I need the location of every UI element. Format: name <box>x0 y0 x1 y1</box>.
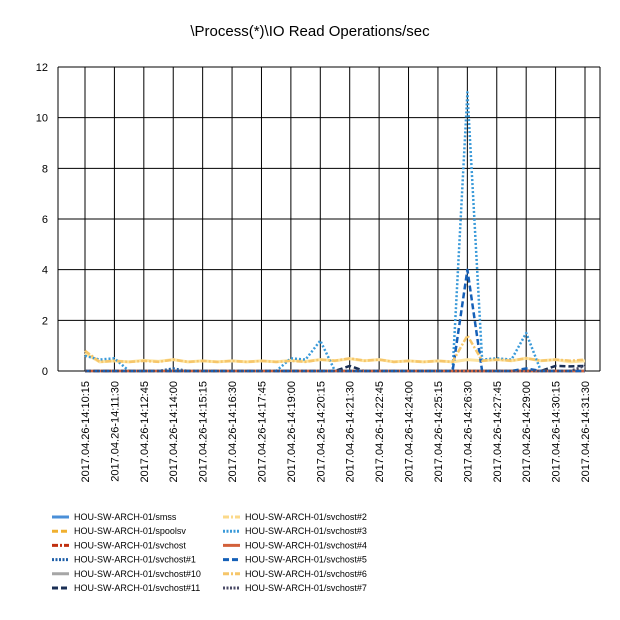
x-tick-label: 2017.04.26-14:25:15 <box>433 381 445 483</box>
series-line-10 <box>84 334 586 364</box>
x-tick-label: 2017.04.26-14:26:30 <box>462 381 474 483</box>
legend-label: HOU-SW-ARCH-01/svchost#10 <box>74 569 201 579</box>
legend-label: HOU-SW-ARCH-01/svchost#1 <box>74 555 196 565</box>
legend-label: HOU-SW-ARCH-01/svchost <box>74 540 186 550</box>
x-tick-label: 2017.04.26-14:24:00 <box>404 381 416 483</box>
legend-label: HOU-SW-ARCH-01/spoolsv <box>74 526 186 536</box>
legend-label: HOU-SW-ARCH-01/svchost#3 <box>245 526 367 536</box>
x-tick-label: 2017.04.26-14:16:30 <box>227 381 239 483</box>
x-tick-label: 2017.04.26-14:31:30 <box>580 381 592 483</box>
x-tick-label: 2017.04.26-14:29:00 <box>521 381 533 483</box>
x-tick-label: 2017.04.26-14:30:15 <box>551 381 563 483</box>
series-line-9 <box>85 268 585 373</box>
series-line-7 <box>84 91 585 373</box>
series-line-11 <box>85 364 586 373</box>
x-tick-label: 2017.04.26-14:21:30 <box>345 381 357 483</box>
y-tick-label: 12 <box>36 62 48 74</box>
x-tick-label: 2017.04.26-14:12:45 <box>139 381 151 483</box>
chart-title: \Process(*)\IO Read Operations/sec <box>190 23 430 40</box>
x-tick-label: 2017.04.26-14:19:00 <box>286 381 298 483</box>
grid <box>57 66 601 372</box>
x-tick-label: 2017.04.26-14:17:45 <box>256 381 268 483</box>
legend-label: HOU-SW-ARCH-01/svchost#5 <box>245 555 367 565</box>
legend-label: HOU-SW-ARCH-01/svchost#2 <box>245 512 367 522</box>
x-tick-label: 2017.04.26-14:22:45 <box>374 381 386 483</box>
x-tick-label: 2017.04.26-14:20:15 <box>315 381 327 483</box>
legend-label: HOU-SW-ARCH-01/svchost#7 <box>245 583 367 593</box>
series-lines <box>84 91 586 373</box>
legend-label: HOU-SW-ARCH-01/svchost#4 <box>245 540 367 550</box>
x-tick-label: 2017.04.26-14:14:00 <box>168 381 180 483</box>
y-tick-label: 4 <box>42 265 48 277</box>
y-tick-label: 10 <box>36 113 48 125</box>
y-tick-label: 8 <box>42 163 48 175</box>
y-tick-label: 2 <box>42 315 48 327</box>
y-tick-label: 6 <box>42 214 48 226</box>
x-tick-label: 2017.04.26-14:27:45 <box>492 381 504 483</box>
legend-label: HOU-SW-ARCH-01/svchost#6 <box>245 569 367 579</box>
legend-label: HOU-SW-ARCH-01/svchost#11 <box>74 583 200 593</box>
x-tick-label: 2017.04.26-14:11:30 <box>109 381 121 482</box>
axes: 0 2 4 6 8 10 12 2017.04.26-14:10:15 2017.04.26-1… <box>36 62 592 483</box>
x-tick-label: 2017.04.26-14:10:15 <box>80 381 92 483</box>
legend: HOU-SW-ARCH-01/smss HOU-SW-ARCH-01/spools… <box>52 512 367 593</box>
y-tick-label: 0 <box>42 366 48 378</box>
x-tick-label: 2017.04.26-14:15:15 <box>198 381 210 483</box>
legend-label: HOU-SW-ARCH-01/smss <box>74 512 177 522</box>
